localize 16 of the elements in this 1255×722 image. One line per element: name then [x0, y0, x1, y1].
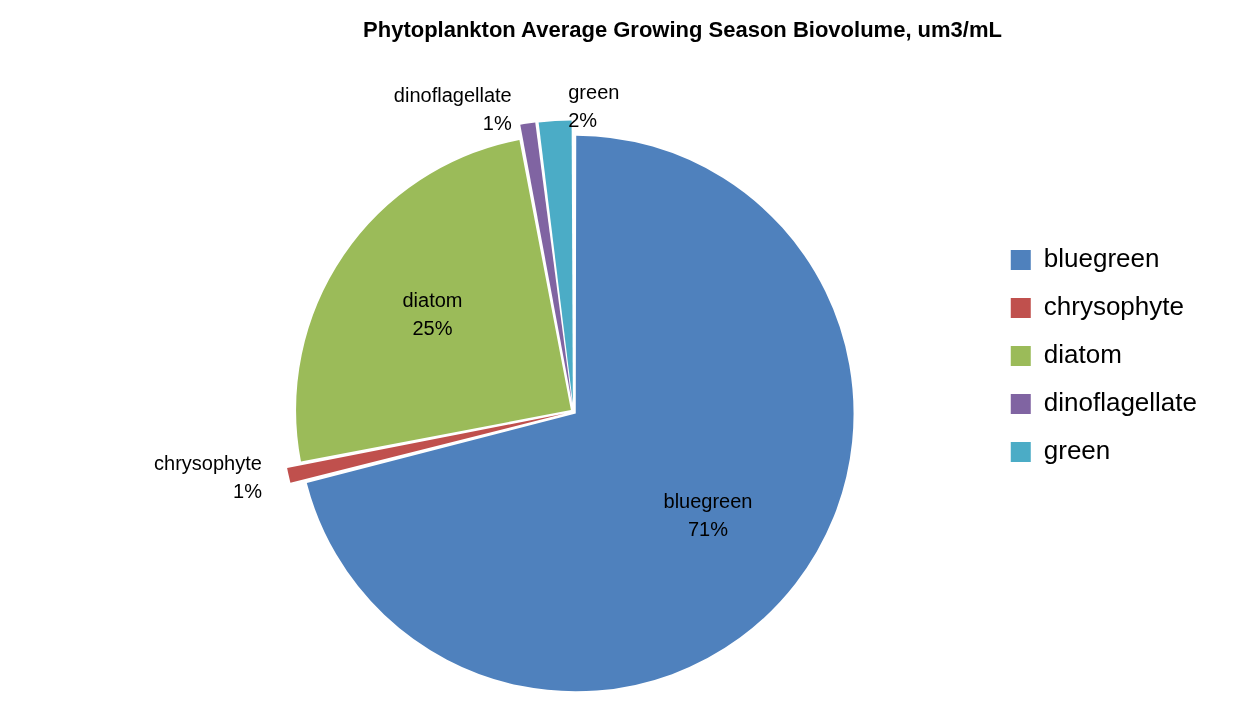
data-label: 1% [482, 112, 512, 135]
legend-label: green [1043, 435, 1111, 466]
legend-label: diatom [1043, 339, 1122, 370]
slice-label: green [568, 81, 620, 104]
data-label: 1% [233, 479, 263, 502]
legend-label: bluegreen [1043, 243, 1160, 274]
slice-label: chrysophyte [154, 451, 262, 474]
legend-label: dinoflagellate [1043, 387, 1197, 418]
data-label: 25% [412, 317, 453, 340]
legend-label: chrysophyte [1043, 291, 1184, 322]
data-label: 2% [568, 109, 598, 132]
slice-label: diatom [402, 289, 463, 312]
slice-label: dinoflagellate [393, 84, 512, 107]
slice-label: bluegreen [663, 489, 753, 512]
chart-title: Phytoplankton Average Growing Season Biovolume, um3/mL [363, 17, 1002, 43]
data-label: 71% [687, 517, 729, 540]
